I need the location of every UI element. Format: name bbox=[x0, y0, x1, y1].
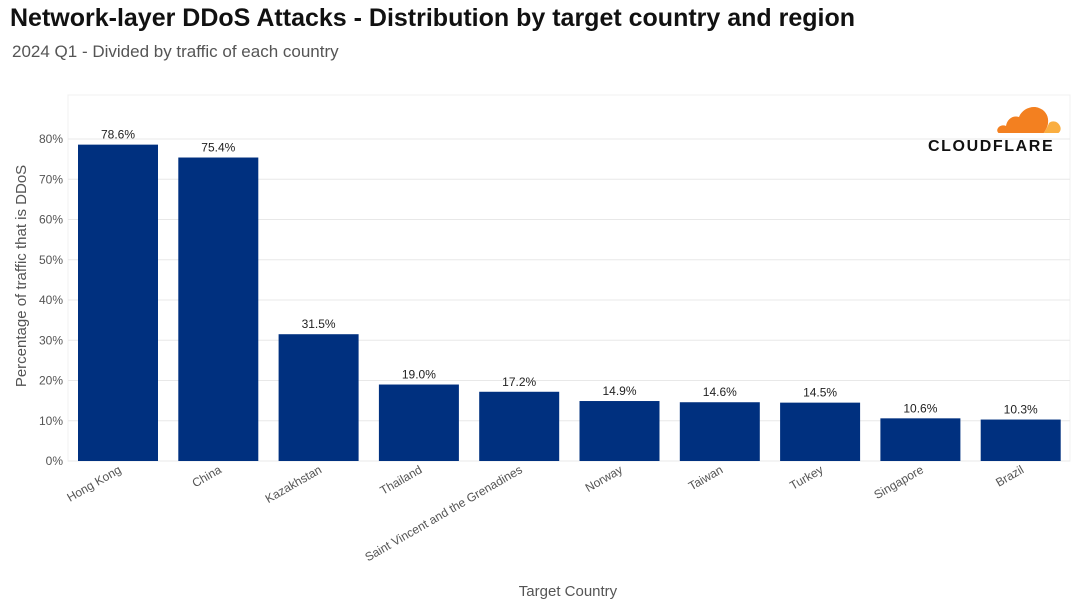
bar bbox=[479, 391, 560, 461]
bars bbox=[78, 144, 1061, 461]
y-tick-label: 40% bbox=[39, 293, 63, 307]
x-tick-label: Saint Vincent and the Grenadines bbox=[362, 462, 524, 564]
bar-value-label: 10.3% bbox=[1004, 403, 1038, 417]
y-axis-label: Percentage of traffic that is DDoS bbox=[13, 165, 30, 387]
y-tick-label: 80% bbox=[39, 132, 63, 146]
x-axis-label: Target Country bbox=[519, 583, 618, 600]
bar-value-label: 31.5% bbox=[302, 317, 336, 331]
bar-value-label: 19.0% bbox=[402, 368, 436, 382]
x-tick-label: China bbox=[190, 462, 224, 490]
x-tick-label: Singapore bbox=[872, 462, 927, 502]
x-tick-label: Taiwan bbox=[686, 462, 725, 493]
logo-text: CLOUDFLARE bbox=[928, 138, 1055, 155]
x-tick-label: Thailand bbox=[378, 462, 425, 497]
bar-value-label: 10.6% bbox=[903, 401, 937, 415]
x-tick-label: Brazil bbox=[993, 462, 1026, 489]
bar-value-label: 78.6% bbox=[101, 128, 135, 142]
bar bbox=[980, 419, 1061, 461]
x-tick-label: Kazakhstan bbox=[263, 462, 324, 505]
cloud-icon bbox=[996, 107, 1062, 136]
bar bbox=[78, 144, 158, 461]
x-tick-label: Norway bbox=[583, 462, 625, 494]
y-tick-label: 60% bbox=[39, 213, 63, 227]
bar bbox=[278, 334, 359, 461]
y-tick-label: 0% bbox=[46, 454, 64, 468]
y-tick-label: 10% bbox=[39, 414, 63, 428]
value-labels: 78.6% 75.4% 31.5% 19.0% 17.2% 14.9% 14.6% 14.5%… bbox=[101, 128, 1038, 417]
chart-title: Network-layer DDoS Attacks - Distributio… bbox=[10, 4, 856, 32]
x-tick-label: Hong Kong bbox=[64, 462, 123, 504]
y-tick-label: 50% bbox=[39, 253, 63, 267]
bar bbox=[178, 157, 259, 461]
cloudflare-logo: CLOUDFLARE bbox=[928, 104, 1064, 156]
chart-subtitle: 2024 Q1 - Divided by traffic of each cou… bbox=[12, 42, 339, 61]
bar bbox=[378, 384, 459, 461]
y-axis-ticks: 0% 10% 20% 30% 40% 50% 60% 70% 80% bbox=[39, 132, 63, 468]
x-tick-label: Turkey bbox=[787, 462, 825, 492]
bar bbox=[679, 402, 760, 461]
y-tick-label: 70% bbox=[39, 172, 63, 186]
bar-value-label: 17.2% bbox=[502, 375, 536, 389]
bar-value-label: 14.5% bbox=[803, 386, 837, 400]
bar-value-label: 75.4% bbox=[201, 141, 235, 155]
y-tick-label: 20% bbox=[39, 374, 63, 388]
bar-value-label: 14.9% bbox=[602, 384, 636, 398]
bar bbox=[579, 401, 660, 461]
bar bbox=[780, 402, 861, 461]
bar-value-label: 14.6% bbox=[703, 385, 737, 399]
bar bbox=[880, 418, 961, 461]
y-tick-label: 30% bbox=[39, 333, 63, 347]
